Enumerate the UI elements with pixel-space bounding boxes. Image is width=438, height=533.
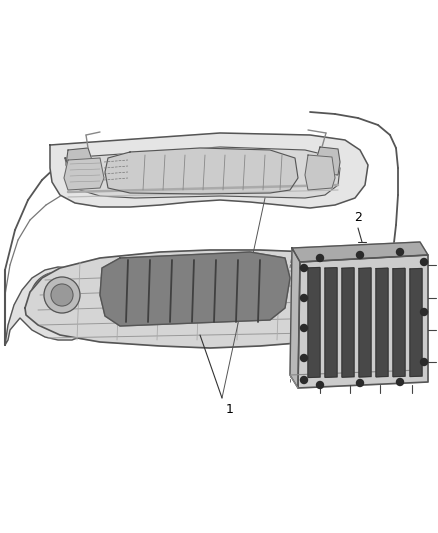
Circle shape (317, 254, 324, 262)
Circle shape (357, 379, 364, 386)
Polygon shape (325, 268, 337, 377)
Polygon shape (342, 268, 354, 377)
Circle shape (300, 354, 307, 361)
Polygon shape (65, 147, 340, 198)
Polygon shape (316, 147, 340, 175)
Polygon shape (66, 148, 92, 177)
Polygon shape (305, 155, 335, 190)
Polygon shape (308, 268, 320, 377)
Polygon shape (312, 256, 385, 318)
Circle shape (300, 376, 307, 384)
Circle shape (300, 264, 307, 271)
Polygon shape (320, 261, 374, 308)
Polygon shape (64, 158, 104, 190)
Circle shape (300, 325, 307, 332)
Text: 2: 2 (354, 211, 362, 224)
Polygon shape (5, 267, 100, 345)
Polygon shape (290, 248, 300, 388)
Circle shape (420, 309, 427, 316)
Polygon shape (25, 250, 385, 348)
Polygon shape (50, 133, 368, 208)
Polygon shape (359, 268, 371, 377)
Polygon shape (410, 269, 422, 376)
Circle shape (420, 359, 427, 366)
Polygon shape (376, 268, 388, 377)
Circle shape (396, 378, 403, 385)
Polygon shape (393, 268, 405, 377)
Polygon shape (298, 255, 428, 388)
Circle shape (396, 248, 403, 255)
Polygon shape (292, 242, 428, 262)
Circle shape (357, 252, 364, 259)
Circle shape (317, 382, 324, 389)
Circle shape (420, 259, 427, 265)
Polygon shape (105, 148, 298, 194)
Text: 1: 1 (226, 403, 234, 416)
Polygon shape (100, 252, 290, 326)
Circle shape (51, 284, 73, 306)
Circle shape (300, 295, 307, 302)
Circle shape (44, 277, 80, 313)
